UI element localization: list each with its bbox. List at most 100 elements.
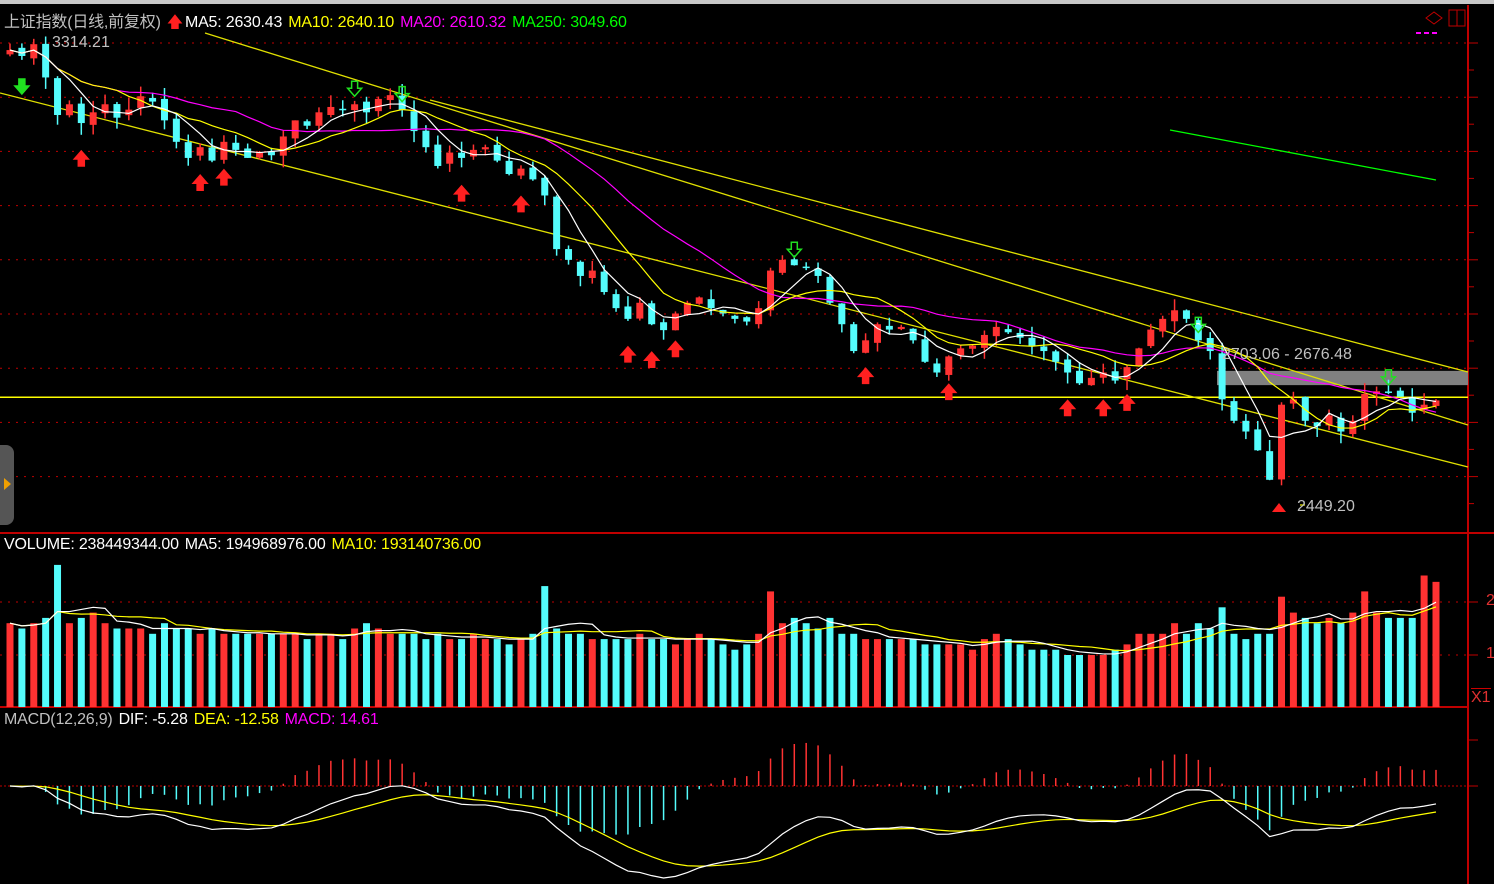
volume-bar [1337,623,1345,707]
candle-up [481,147,489,150]
volume-bar [862,639,870,707]
volume-bar [458,639,466,707]
candle-up [755,308,763,325]
volume-bar [1278,596,1286,707]
buy-signal-arrow-icon [72,149,90,167]
candle-up [1432,400,1440,406]
volume-bar [565,633,573,707]
volume-bar [149,633,157,707]
volume-bar [1373,612,1381,707]
buy-signal-arrow-icon [452,184,471,202]
candle-down [77,103,85,124]
volume-bar [125,628,133,707]
volume-bar [1206,628,1214,707]
candle-up [1099,372,1107,378]
volume-bar [1099,655,1107,707]
volume-bar [695,633,703,707]
volume-bar [1408,617,1416,707]
candle-down [303,121,311,126]
candle-up [446,152,454,164]
sell-signal-arrow-icon [1379,369,1398,387]
volume-bar [398,633,406,707]
candle-up [778,259,786,273]
candle-up [517,168,525,176]
trend-channel-line [429,99,1469,373]
candle-down [1194,320,1202,341]
candle-down [18,47,26,56]
volume-ma5-label: MA5: 194968976.00 [184,536,326,553]
candle-down [921,339,929,362]
candle-up [957,348,965,356]
candle-down [1076,370,1083,384]
candle-up [1171,310,1179,322]
volume-bar [54,564,62,707]
candle-up [279,136,287,156]
buy-signal-arrow-icon [643,351,661,368]
volume-bar [612,639,620,707]
volume-ma10-label: MA10: 193140736.00 [331,536,482,553]
candle-down [933,363,941,373]
candle-down [505,160,513,175]
candle-up [636,302,644,319]
candle-up [588,270,596,279]
candle-down [731,315,739,319]
volume-bar [65,623,73,707]
candle-down [339,108,347,111]
buy-signal-arrow-icon [215,168,233,186]
candle-up [6,50,14,55]
volume-bar [826,617,834,707]
ma20-line [9,49,1437,413]
volume-bar [1016,644,1024,707]
volume-bar [1230,633,1238,707]
volume-bar [969,649,977,707]
volume-bar [1254,633,1262,707]
up-arrow-icon: 🡅 [166,14,183,31]
candle-down [790,259,798,266]
candle-down [707,299,715,309]
candle-up [695,297,703,304]
volume-bar [1325,617,1333,707]
candle-down [553,196,561,250]
volume-axis-label-2: 2 [1486,592,1494,609]
volume-bar [1147,633,1155,707]
volume-bar [172,628,180,707]
volume-bar [1432,581,1440,707]
volume-bar [921,644,929,707]
volume-bar [434,633,442,707]
volume-bar [1266,633,1274,707]
candle-up [1361,393,1369,421]
candle-up [351,104,359,111]
candle-down [244,148,252,158]
side-panel-toggle[interactable] [0,445,14,525]
candle-down [1206,338,1214,352]
strong-sell-arrow-icon [13,78,31,96]
volume-bar [683,639,691,707]
volume-bar [220,633,228,707]
volume-bar [719,644,727,707]
volume-bar [1111,649,1119,707]
candle-down [1064,359,1072,373]
candle-up [327,106,335,115]
volume-bar [957,644,965,707]
volume-axis-label-1: 1 [1486,645,1494,662]
candle-up [256,152,264,158]
candle-up [1135,348,1143,366]
volume-bar [1028,649,1036,707]
volume-bar [363,623,370,707]
volume-bar [1087,655,1095,707]
ma20-label: MA20: 2610.32 [400,14,507,31]
candle-up [969,345,977,349]
sell-signal-arrow-icon [1189,316,1207,334]
volume-bar [553,628,561,707]
ma250-line [1169,129,1437,181]
candle-up [101,104,109,114]
volume-bar [481,639,489,707]
candle-down [743,317,751,322]
ma250-label: MA250: 3049.60 [512,14,627,31]
volume-bar [778,623,786,707]
volume-bar [671,644,679,707]
candle-down [172,118,180,142]
candle-up [291,120,299,139]
volume-bar [113,628,121,707]
